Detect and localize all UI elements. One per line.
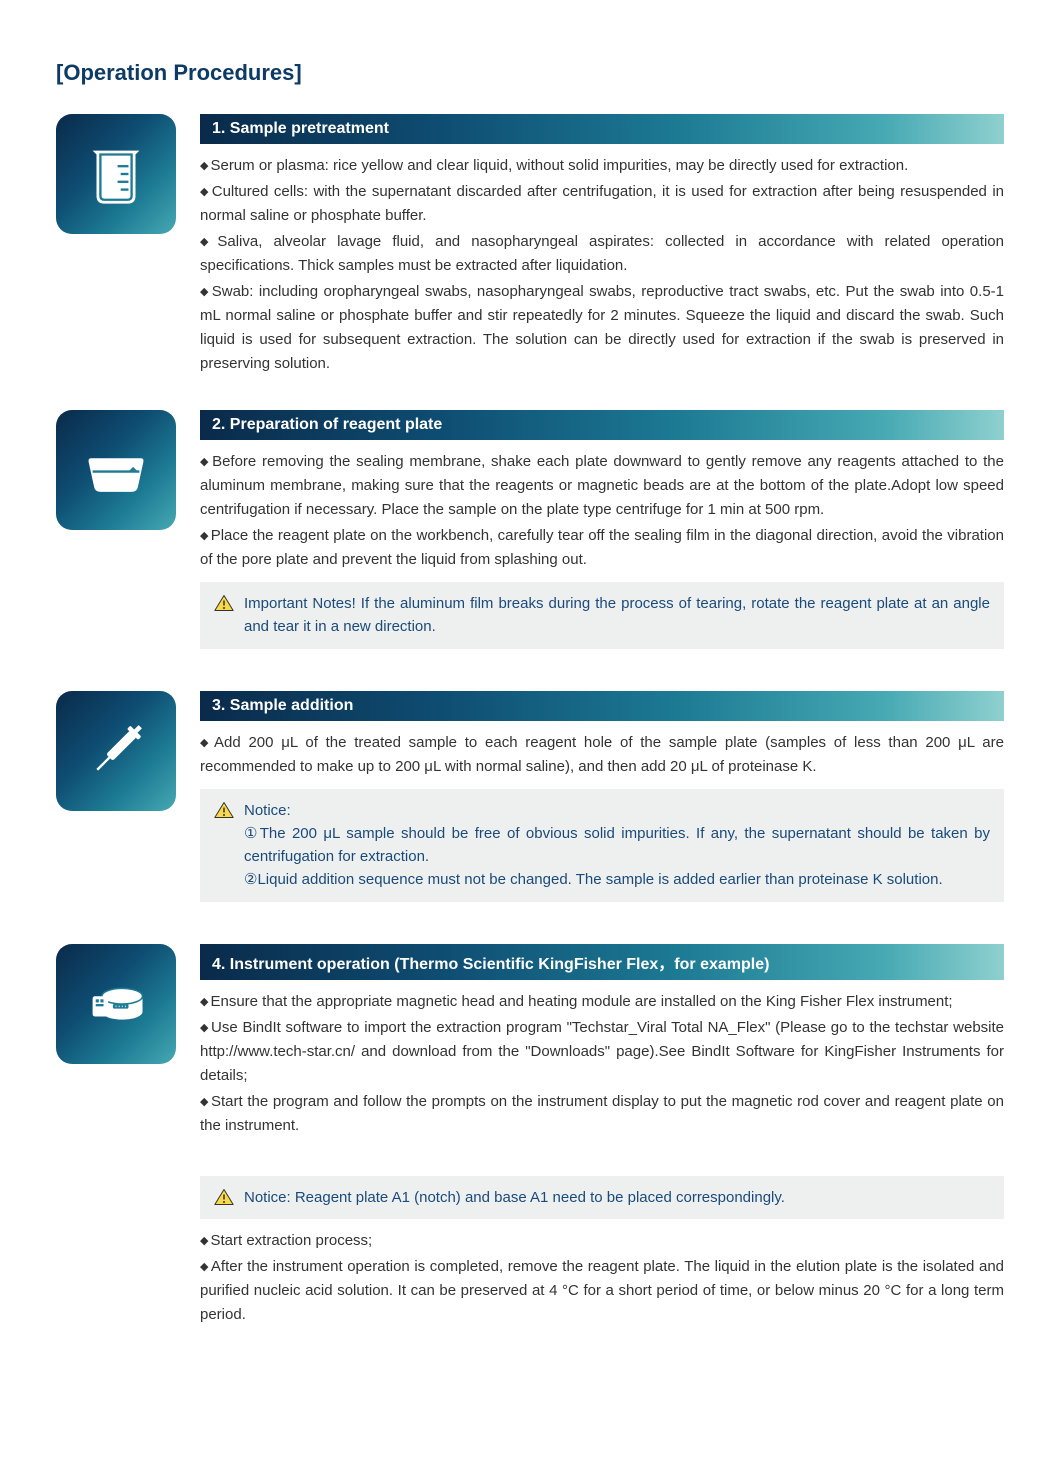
icon-column — [56, 944, 200, 1329]
notice-text: Notice: Reagent plate A1 (notch) and bas… — [244, 1186, 990, 1209]
warning-icon — [214, 592, 234, 639]
section-reagent-plate: 2. Preparation of reagent plate Before r… — [56, 410, 1004, 659]
bullet: Saliva, alveolar lavage fluid, and nasop… — [200, 230, 1004, 278]
bullet: Cultured cells: with the supernatant dis… — [200, 180, 1004, 228]
notice-text: Notice: ①The 200 μL sample should be fre… — [244, 799, 990, 892]
icon-column — [56, 691, 200, 912]
notice-box: Notice: Reagent plate A1 (notch) and bas… — [200, 1176, 1004, 1219]
content-column: 3. Sample addition Add 200 μL of the tre… — [200, 691, 1004, 912]
section-sample-addition: 3. Sample addition Add 200 μL of the tre… — [56, 691, 1004, 912]
bullet: Place the reagent plate on the workbench… — [200, 524, 1004, 572]
notice-text: Important Notes! If the aluminum film br… — [244, 592, 990, 639]
bullet: Use BindIt software to import the extrac… — [200, 1016, 1004, 1088]
notice-box: Important Notes! If the aluminum film br… — [200, 582, 1004, 649]
bullet: Start extraction process; — [200, 1229, 1004, 1253]
beaker-icon — [56, 114, 176, 234]
bullet: Ensure that the appropriate magnetic hea… — [200, 990, 1004, 1014]
notice-box: Notice: ①The 200 μL sample should be fre… — [200, 789, 1004, 902]
icon-column — [56, 410, 200, 659]
instrument-icon — [56, 944, 176, 1064]
bullet: Swab: including oropharyngeal swabs, nas… — [200, 280, 1004, 376]
bullet: Add 200 μL of the treated sample to each… — [200, 731, 1004, 779]
page-title: [Operation Procedures] — [56, 60, 1004, 86]
bullet: Before removing the sealing membrane, sh… — [200, 450, 1004, 522]
section-instrument-operation: 4. Instrument operation (Thermo Scientif… — [56, 944, 1004, 1329]
section-sample-pretreatment: 1. Sample pretreatment Serum or plasma: … — [56, 114, 1004, 378]
bullet: Start the program and follow the prompts… — [200, 1090, 1004, 1138]
bullet: Serum or plasma: rice yellow and clear l… — [200, 154, 1004, 178]
section-header: 2. Preparation of reagent plate — [200, 410, 1004, 440]
content-column: 4. Instrument operation (Thermo Scientif… — [200, 944, 1004, 1329]
syringe-icon — [56, 691, 176, 811]
section-header: 1. Sample pretreatment — [200, 114, 1004, 144]
plate-icon — [56, 410, 176, 530]
bullet: After the instrument operation is comple… — [200, 1255, 1004, 1327]
content-column: 1. Sample pretreatment Serum or plasma: … — [200, 114, 1004, 378]
warning-icon — [214, 1186, 234, 1209]
section-header: 3. Sample addition — [200, 691, 1004, 721]
warning-icon — [214, 799, 234, 892]
content-column: 2. Preparation of reagent plate Before r… — [200, 410, 1004, 659]
icon-column — [56, 114, 200, 378]
section-header: 4. Instrument operation (Thermo Scientif… — [200, 944, 1004, 980]
